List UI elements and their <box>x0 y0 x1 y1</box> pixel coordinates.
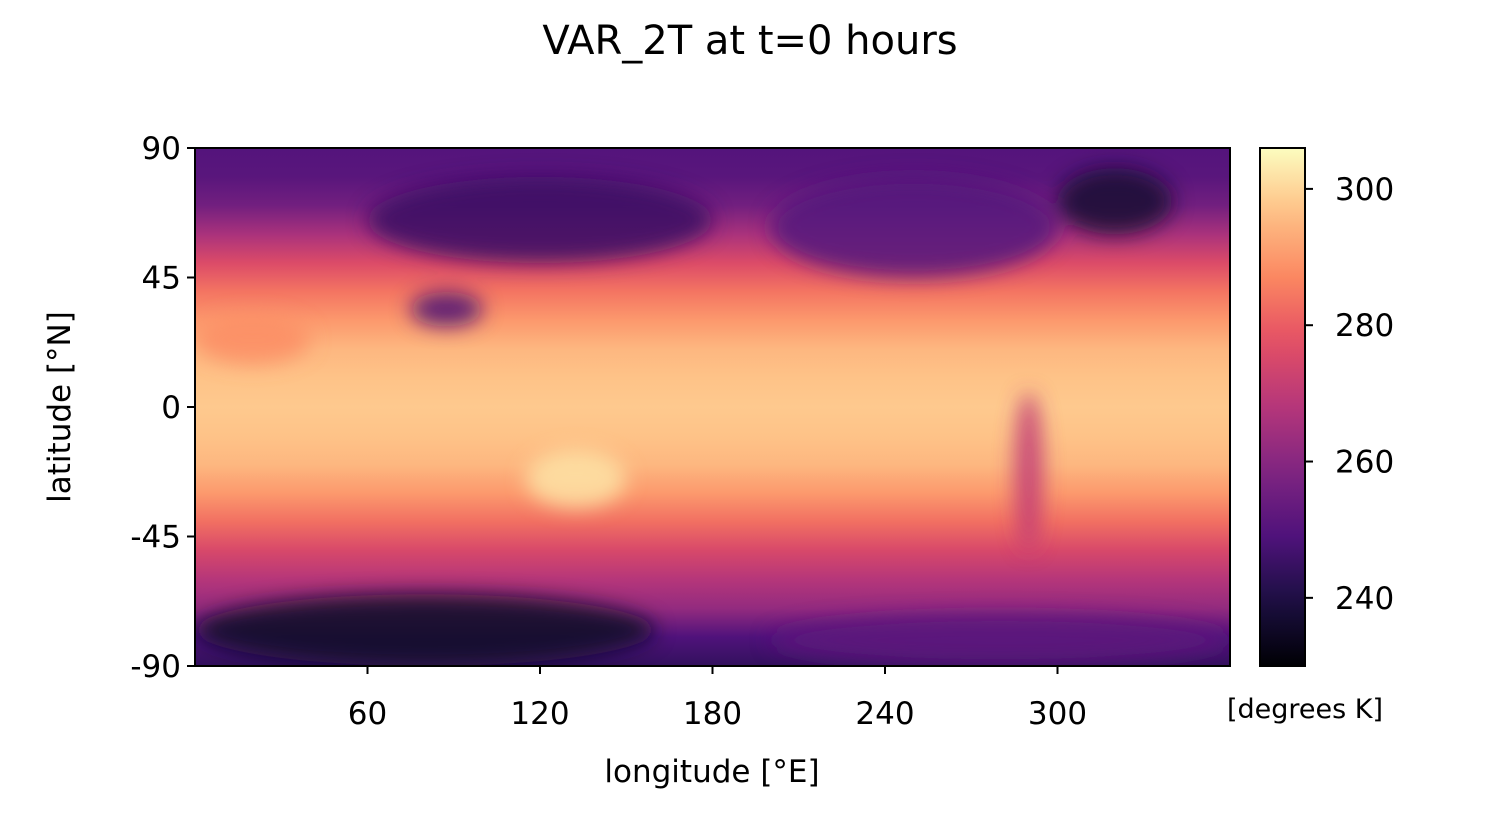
region-greenland <box>1057 168 1173 235</box>
x-axis-label: longitude [°E] <box>604 754 819 790</box>
region-north-america <box>770 176 1058 278</box>
x-tick-label: 60 <box>348 696 387 732</box>
x-axis: 60 120 180 240 300 <box>348 666 1087 732</box>
colorbar-tick-label: 280 <box>1335 308 1394 344</box>
colorbar-tick-label: 260 <box>1335 445 1394 481</box>
region-sahara <box>195 314 310 364</box>
region-australia <box>525 450 627 508</box>
x-tick-label: 120 <box>510 696 569 732</box>
y-axis-label: latitude [°N] <box>42 311 78 503</box>
colorbar-tick-label: 240 <box>1335 581 1394 617</box>
chart-title: VAR_2T at t=0 hours <box>542 18 957 64</box>
x-tick-label: 300 <box>1028 696 1087 732</box>
region-tibetan-plateau <box>410 291 483 327</box>
zonal-temperature-field <box>195 148 1230 666</box>
colorbar-frame <box>1259 147 1306 667</box>
y-tick-label: -45 <box>130 520 181 556</box>
y-tick-label: 90 <box>142 131 181 167</box>
colorbar-tick-label: 300 <box>1335 172 1394 208</box>
region-east-antarctica <box>195 594 655 666</box>
colorbar-ticks: 240 260 280 300 <box>1305 172 1394 617</box>
y-tick-label: 45 <box>142 261 181 297</box>
colorbar-units-label: [degrees K] <box>1227 694 1383 725</box>
regional-anomalies <box>195 168 1230 666</box>
x-tick-label: 180 <box>683 696 742 732</box>
region-andes <box>1014 392 1044 551</box>
colorbar: 240 260 280 300 [degrees K] <box>1227 147 1394 725</box>
colorbar-fill <box>1260 148 1305 666</box>
region-siberia <box>367 176 713 264</box>
plot-area <box>194 147 1231 667</box>
y-tick-label: -90 <box>130 649 181 685</box>
y-tick-label: 0 <box>161 390 181 426</box>
region-west-antarctica <box>770 614 1230 666</box>
x-tick-label: 240 <box>855 696 914 732</box>
y-axis: 90 45 0 -45 -90 <box>130 131 195 685</box>
